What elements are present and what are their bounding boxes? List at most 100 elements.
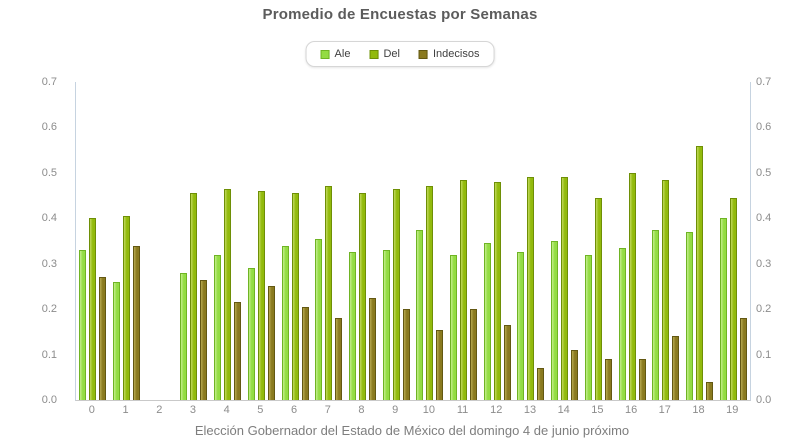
bar-group-week-17 [649, 82, 683, 400]
legend-swatch-icon [369, 49, 379, 59]
y-axis-label-left: 0.0 [41, 394, 57, 406]
bar-ale-week-4[interactable] [214, 255, 222, 400]
y-axis-right: 0.0 0.1 0.2 0.3 0.4 0.5 0.6 0.7 [756, 76, 796, 406]
bar-ale-week-17[interactable] [652, 230, 660, 400]
bar-indecisos-week-6[interactable] [301, 307, 309, 400]
bar-del-week-0[interactable] [89, 218, 97, 400]
y-axis-label-right: 0.6 [756, 121, 772, 133]
legend-item-ale[interactable]: Ale [320, 48, 351, 60]
legend-swatch-icon [320, 49, 330, 59]
bar-ale-week-12[interactable] [483, 243, 491, 400]
bar-group-week-10 [413, 82, 447, 400]
bar-ale-week-7[interactable] [315, 239, 323, 400]
y-axis-label-left: 0.2 [41, 303, 57, 315]
bar-group-week-1 [110, 82, 144, 400]
bar-indecisos-week-16[interactable] [638, 359, 646, 400]
bar-group-week-9 [379, 82, 413, 400]
x-axis-label: 17 [658, 404, 671, 416]
y-axis-label-right: 0.5 [756, 167, 772, 179]
bar-indecisos-week-9[interactable] [402, 309, 410, 400]
bar-del-week-7[interactable] [325, 186, 333, 400]
bar-ale-week-19[interactable] [719, 218, 727, 400]
bar-group-week-16 [615, 82, 649, 400]
x-axis-label: 19 [726, 404, 739, 416]
bar-group-week-6 [278, 82, 312, 400]
y-axis-label-right: 0.3 [756, 258, 772, 270]
bar-ale-week-16[interactable] [618, 248, 626, 400]
bar-ale-week-18[interactable] [686, 232, 693, 400]
legend: Ale Del Indecisos [305, 41, 495, 67]
bar-del-week-16[interactable] [628, 173, 636, 400]
bar-ale-week-14[interactable] [551, 241, 559, 400]
bar-indecisos-week-1[interactable] [133, 246, 141, 400]
bar-del-week-12[interactable] [493, 182, 501, 400]
bar-ale-week-15[interactable] [584, 255, 592, 400]
legend-item-indecisos[interactable]: Indecisos [418, 48, 480, 60]
bar-ale-week-13[interactable] [517, 252, 525, 400]
x-axis-label: 3 [189, 404, 197, 416]
bar-ale-week-6[interactable] [281, 246, 289, 400]
bar-del-week-14[interactable] [561, 177, 569, 400]
bar-ale-week-8[interactable] [348, 252, 356, 400]
bar-indecisos-week-14[interactable] [571, 350, 579, 400]
legend-label: Indecisos [432, 48, 480, 60]
x-axis-label: 0 [88, 404, 95, 416]
x-axis-label: 6 [291, 404, 298, 416]
bar-group-week-11 [447, 82, 481, 400]
bar-indecisos-week-0[interactable] [99, 277, 107, 400]
bar-del-week-8[interactable] [358, 193, 366, 400]
bar-del-week-6[interactable] [291, 193, 299, 400]
bar-group-week-5 [245, 82, 279, 400]
y-axis-left: 0.0 0.1 0.2 0.3 0.4 0.5 0.6 0.7 [0, 76, 66, 406]
bar-ale-week-10[interactable] [416, 230, 424, 400]
y-axis-label-right: 0.7 [756, 76, 772, 88]
bar-indecisos-week-4[interactable] [234, 302, 242, 400]
bar-indecisos-week-19[interactable] [739, 318, 747, 400]
bar-group-week-7 [312, 82, 346, 400]
bar-del-week-9[interactable] [392, 189, 400, 400]
bar-indecisos-week-18[interactable] [706, 382, 713, 400]
bar-del-week-17[interactable] [662, 180, 670, 400]
bar-del-week-11[interactable] [460, 180, 468, 400]
bar-del-week-1[interactable] [123, 216, 131, 400]
y-axis-label-left: 0.4 [41, 212, 57, 224]
bar-indecisos-week-8[interactable] [368, 298, 376, 400]
bar-indecisos-week-10[interactable] [436, 330, 444, 400]
bar-del-week-5[interactable] [257, 191, 265, 400]
bar-del-week-3[interactable] [190, 193, 198, 400]
bar-indecisos-week-12[interactable] [503, 325, 511, 400]
x-axis-label: 8 [358, 404, 365, 416]
legend-label: Ale [334, 48, 351, 60]
bar-del-week-15[interactable] [594, 198, 602, 400]
bar-group-week-18 [683, 82, 717, 400]
legend-item-del[interactable]: Del [369, 48, 400, 60]
bar-del-week-19[interactable] [729, 198, 737, 400]
bar-group-week-12 [480, 82, 514, 400]
y-axis-label-left: 0.5 [41, 167, 57, 179]
bar-del-week-4[interactable] [224, 189, 232, 400]
y-axis-label-right: 0.1 [756, 349, 772, 361]
bar-group-week-8 [346, 82, 380, 400]
bar-group-week-0 [76, 82, 110, 400]
bar-indecisos-week-7[interactable] [335, 318, 343, 400]
bar-ale-week-11[interactable] [450, 255, 458, 400]
bar-group-week-13 [514, 82, 548, 400]
bar-ale-week-3[interactable] [180, 273, 188, 400]
bar-del-week-10[interactable] [426, 186, 434, 400]
x-axis-label: 11 [456, 404, 469, 416]
bar-ale-week-5[interactable] [247, 268, 255, 400]
bar-indecisos-week-15[interactable] [604, 359, 612, 400]
bar-group-week-2 [143, 82, 177, 400]
bar-indecisos-week-17[interactable] [672, 336, 680, 400]
bar-ale-week-1[interactable] [113, 282, 121, 400]
bar-indecisos-week-13[interactable] [537, 368, 545, 400]
bar-del-week-13[interactable] [527, 177, 535, 400]
x-axis-label: 7 [324, 404, 331, 416]
bar-del-week-18[interactable] [696, 146, 703, 400]
bar-ale-week-9[interactable] [382, 250, 390, 400]
bar-indecisos-week-5[interactable] [267, 286, 275, 400]
bar-ale-week-0[interactable] [79, 250, 87, 400]
bar-indecisos-week-3[interactable] [200, 280, 208, 400]
bar-indecisos-week-11[interactable] [470, 309, 478, 400]
